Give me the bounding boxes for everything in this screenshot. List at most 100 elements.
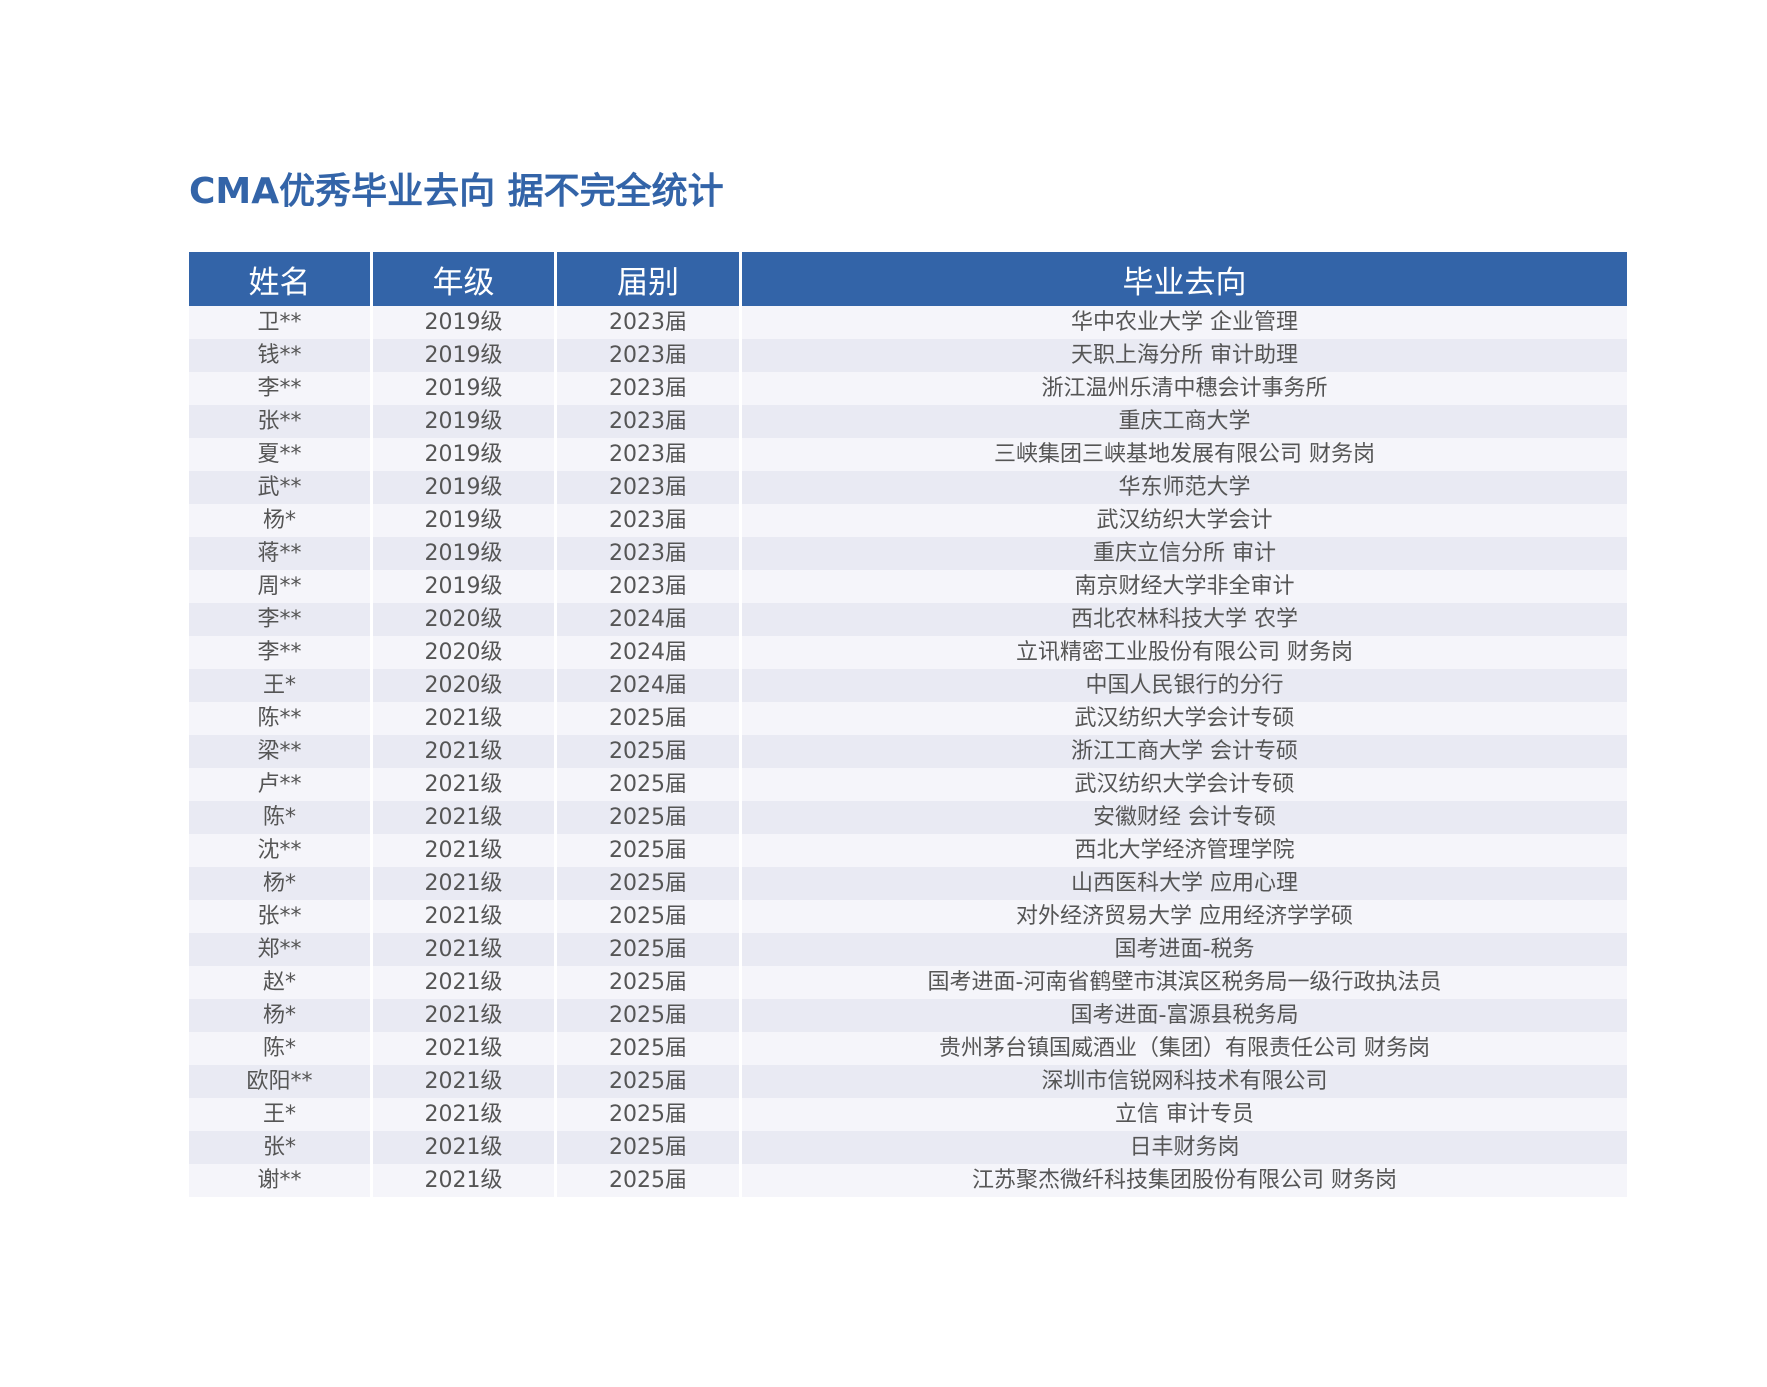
- cell-destination: 浙江工商大学 会计专硕: [742, 735, 1627, 768]
- table-row: 钱** 2019级 2023届 天职上海分所 审计助理: [189, 339, 1627, 372]
- table-row: 张** 2021级 2025届 对外经济贸易大学 应用经济学学硕: [189, 900, 1627, 933]
- cell-grade: 2019级: [373, 372, 557, 405]
- cell-destination: 国考进面-税务: [742, 933, 1627, 966]
- cell-grade: 2021级: [373, 702, 557, 735]
- table-row: 夏** 2019级 2023届 三峡集团三峡基地发展有限公司 财务岗: [189, 438, 1627, 471]
- table-header-row: 姓名 年级 届别 毕业去向: [189, 252, 1627, 306]
- cell-class: 2025届: [557, 702, 742, 735]
- table-row: 卢** 2021级 2025届 武汉纺织大学会计专硕: [189, 768, 1627, 801]
- table-row: 蒋** 2019级 2023届 重庆立信分所 审计: [189, 537, 1627, 570]
- cell-class: 2025届: [557, 867, 742, 900]
- table-row: 沈** 2021级 2025届 西北大学经济管理学院: [189, 834, 1627, 867]
- cell-destination: 国考进面-富源县税务局: [742, 999, 1627, 1032]
- cell-destination: 天职上海分所 审计助理: [742, 339, 1627, 372]
- cell-grade: 2021级: [373, 768, 557, 801]
- cell-grade: 2021级: [373, 1098, 557, 1131]
- cell-class: 2025届: [557, 801, 742, 834]
- cell-destination: 浙江温州乐清中穗会计事务所: [742, 372, 1627, 405]
- cell-name: 卫**: [189, 306, 373, 339]
- cell-name: 陈*: [189, 1032, 373, 1065]
- cell-destination: 南京财经大学非全审计: [742, 570, 1627, 603]
- cell-class: 2025届: [557, 735, 742, 768]
- cell-grade: 2021级: [373, 1131, 557, 1164]
- cell-grade: 2019级: [373, 405, 557, 438]
- cell-class: 2024届: [557, 669, 742, 702]
- cell-grade: 2019级: [373, 570, 557, 603]
- cell-name: 武**: [189, 471, 373, 504]
- page-title: CMA优秀毕业去向 据不完全统计: [189, 171, 724, 212]
- cell-destination: 贵州茅台镇国威酒业（集团）有限责任公司 财务岗: [742, 1032, 1627, 1065]
- cell-grade: 2020级: [373, 603, 557, 636]
- cell-class: 2023届: [557, 504, 742, 537]
- cell-grade: 2019级: [373, 537, 557, 570]
- cell-grade: 2019级: [373, 471, 557, 504]
- cell-name: 张*: [189, 1131, 373, 1164]
- cell-class: 2024届: [557, 636, 742, 669]
- cell-class: 2025届: [557, 999, 742, 1032]
- graduates-table: 姓名 年级 届别 毕业去向 卫** 2019级 2023届 华中农业大学 企业管理 钱*…: [189, 252, 1627, 1197]
- cell-class: 2025届: [557, 834, 742, 867]
- cell-class: 2025届: [557, 1164, 742, 1197]
- cell-destination: 重庆立信分所 审计: [742, 537, 1627, 570]
- table-row: 杨* 2019级 2023届 武汉纺织大学会计: [189, 504, 1627, 537]
- cell-destination: 中国人民银行的分行: [742, 669, 1627, 702]
- cell-name: 王*: [189, 1098, 373, 1131]
- cell-name: 卢**: [189, 768, 373, 801]
- cell-class: 2025届: [557, 1065, 742, 1098]
- cell-name: 李**: [189, 603, 373, 636]
- cell-class: 2025届: [557, 1032, 742, 1065]
- cell-grade: 2021级: [373, 1065, 557, 1098]
- table-row: 陈* 2021级 2025届 安徽财经 会计专硕: [189, 801, 1627, 834]
- header-destination: 毕业去向: [742, 252, 1627, 306]
- cell-destination: 华东师范大学: [742, 471, 1627, 504]
- cell-name: 郑**: [189, 933, 373, 966]
- cell-destination: 华中农业大学 企业管理: [742, 306, 1627, 339]
- cell-class: 2025届: [557, 1098, 742, 1131]
- cell-name: 周**: [189, 570, 373, 603]
- table-row: 陈* 2021级 2025届 贵州茅台镇国威酒业（集团）有限责任公司 财务岗: [189, 1032, 1627, 1065]
- table-row: 武** 2019级 2023届 华东师范大学: [189, 471, 1627, 504]
- cell-name: 王*: [189, 669, 373, 702]
- cell-destination: 立讯精密工业股份有限公司 财务岗: [742, 636, 1627, 669]
- table-row: 郑** 2021级 2025届 国考进面-税务: [189, 933, 1627, 966]
- cell-name: 蒋**: [189, 537, 373, 570]
- cell-class: 2025届: [557, 768, 742, 801]
- cell-destination: 武汉纺织大学会计专硕: [742, 702, 1627, 735]
- cell-grade: 2020级: [373, 636, 557, 669]
- cell-grade: 2021级: [373, 867, 557, 900]
- header-grade: 年级: [373, 252, 557, 306]
- cell-destination: 武汉纺织大学会计: [742, 504, 1627, 537]
- cell-class: 2023届: [557, 471, 742, 504]
- cell-grade: 2021级: [373, 900, 557, 933]
- cell-destination: 国考进面-河南省鹤壁市淇滨区税务局一级行政执法员: [742, 966, 1627, 999]
- header-class: 届别: [557, 252, 742, 306]
- cell-name: 张**: [189, 405, 373, 438]
- cell-name: 杨*: [189, 999, 373, 1032]
- cell-class: 2023届: [557, 537, 742, 570]
- cell-name: 杨*: [189, 867, 373, 900]
- cell-grade: 2019级: [373, 306, 557, 339]
- cell-destination: 安徽财经 会计专硕: [742, 801, 1627, 834]
- table-row: 李** 2020级 2024届 立讯精密工业股份有限公司 财务岗: [189, 636, 1627, 669]
- table-row: 谢** 2021级 2025届 江苏聚杰微纤科技集团股份有限公司 财务岗: [189, 1164, 1627, 1197]
- cell-name: 夏**: [189, 438, 373, 471]
- cell-class: 2023届: [557, 405, 742, 438]
- cell-grade: 2019级: [373, 339, 557, 372]
- table-row: 王* 2021级 2025届 立信 审计专员: [189, 1098, 1627, 1131]
- cell-destination: 江苏聚杰微纤科技集团股份有限公司 财务岗: [742, 1164, 1627, 1197]
- cell-grade: 2021级: [373, 933, 557, 966]
- cell-grade: 2021级: [373, 1164, 557, 1197]
- cell-grade: 2021级: [373, 735, 557, 768]
- cell-grade: 2019级: [373, 504, 557, 537]
- cell-name: 杨*: [189, 504, 373, 537]
- table-row: 梁** 2021级 2025届 浙江工商大学 会计专硕: [189, 735, 1627, 768]
- cell-class: 2023届: [557, 570, 742, 603]
- cell-grade: 2021级: [373, 999, 557, 1032]
- cell-name: 梁**: [189, 735, 373, 768]
- cell-class: 2025届: [557, 900, 742, 933]
- cell-class: 2023届: [557, 438, 742, 471]
- table-row: 王* 2020级 2024届 中国人民银行的分行: [189, 669, 1627, 702]
- cell-class: 2025届: [557, 966, 742, 999]
- cell-name: 李**: [189, 636, 373, 669]
- cell-grade: 2019级: [373, 438, 557, 471]
